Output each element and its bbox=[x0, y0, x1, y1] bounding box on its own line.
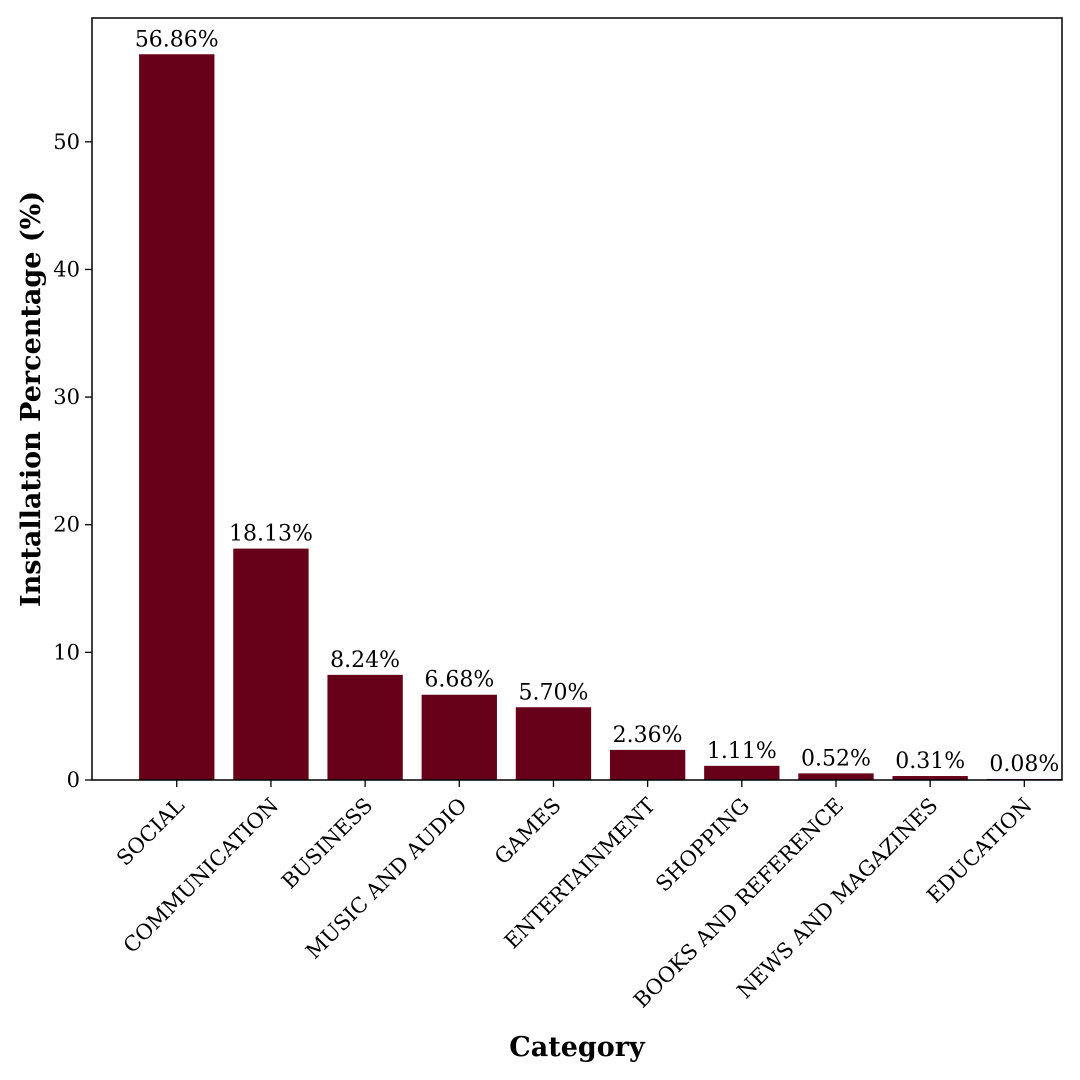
bar-8 bbox=[892, 776, 968, 780]
y-tick-label-4: 40 bbox=[53, 257, 80, 281]
y-tick-label-0: 0 bbox=[67, 768, 80, 792]
data-label-0: 56.86% bbox=[135, 27, 219, 52]
data-label-1: 18.13% bbox=[229, 522, 313, 547]
data-label-6: 1.11% bbox=[707, 739, 777, 764]
x-axis-title: Category bbox=[509, 1032, 646, 1063]
x-tick-label-1: COMMUNICATION bbox=[119, 793, 284, 958]
data-label-9: 0.08% bbox=[989, 752, 1059, 777]
bar-6 bbox=[704, 765, 780, 780]
data-label-3: 6.68% bbox=[424, 668, 494, 693]
bar-4 bbox=[515, 707, 592, 780]
y-axis: 0 10 20 30 40 50 bbox=[53, 130, 92, 792]
bar-5 bbox=[609, 749, 686, 780]
x-tick-label-4: GAMES bbox=[490, 793, 566, 869]
bar-2 bbox=[327, 674, 403, 780]
plot-frame bbox=[91, 17, 1063, 781]
y-axis-title: Installation Percentage (%) bbox=[16, 191, 47, 607]
x-tick-label-6: SHOPPING bbox=[651, 793, 754, 896]
data-label-2: 8.24% bbox=[330, 648, 400, 673]
bar-0 bbox=[139, 54, 215, 780]
x-tick-label-3: MUSIC AND AUDIO bbox=[301, 793, 471, 963]
x-tick-label-8: NEWS AND MAGAZINES bbox=[732, 793, 942, 1003]
data-label-8: 0.31% bbox=[895, 749, 965, 774]
data-label-7: 0.52% bbox=[801, 746, 871, 771]
bar-7 bbox=[798, 773, 874, 780]
data-label-5: 2.36% bbox=[613, 723, 683, 748]
x-tick-label-0: SOCIAL bbox=[112, 793, 189, 870]
bar-3 bbox=[421, 694, 497, 780]
y-tick-label-2: 20 bbox=[53, 513, 80, 537]
y-tick-label-1: 10 bbox=[53, 640, 80, 664]
x-tick-label-2: BUSINESS bbox=[277, 793, 377, 893]
data-label-4: 5.70% bbox=[519, 680, 589, 705]
data-labels-layer: 56.86% 18.13% 8.24% 6.68% 5.70% 2.36% 1.11% 0.5… bbox=[135, 27, 1059, 777]
y-tick-label-3: 30 bbox=[53, 385, 80, 409]
y-tick-label-5: 50 bbox=[53, 130, 80, 154]
bars-layer bbox=[139, 54, 1062, 780]
bar-1 bbox=[233, 548, 309, 780]
